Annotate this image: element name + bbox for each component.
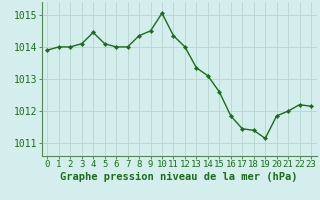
X-axis label: Graphe pression niveau de la mer (hPa): Graphe pression niveau de la mer (hPa) bbox=[60, 172, 298, 182]
